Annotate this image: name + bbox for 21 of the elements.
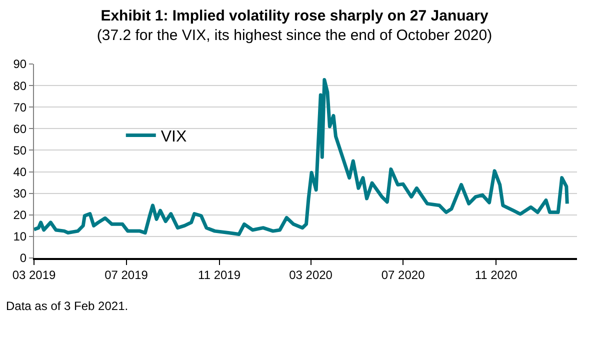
x-tick-label: 07 2020 — [381, 268, 426, 282]
y-tick-label: 70 — [13, 100, 27, 114]
x-tick-label: 03 2020 — [289, 268, 333, 282]
line-series — [34, 78, 569, 236]
x-tick-label: 11 2020 — [474, 268, 518, 282]
chart-title: Exhibit 1: Implied volatility rose sharply on 27 January — [100, 8, 489, 25]
legend-label: VIX — [160, 128, 187, 146]
y-tick-label: 80 — [13, 78, 27, 93]
x-tick-label: 11 2019 — [198, 268, 241, 282]
x-tick-label: 07 2019 — [104, 268, 148, 282]
y-tick-label: 90 — [13, 57, 27, 72]
text: Data as of 3 Feb 2021. — [6, 299, 128, 313]
x-tick-label: 03 2019 — [12, 268, 56, 282]
y-tick-label: 30 — [13, 186, 27, 201]
y-tick-label: 10 — [13, 230, 27, 244]
y-tick-label: 40 — [13, 164, 27, 179]
y-tick-label: 60 — [13, 122, 27, 136]
chart-subtitle: (37.2 for the VIX, its highest since the end of October 2020) — [96, 27, 492, 44]
y-tick-label: 20 — [13, 208, 27, 222]
y-tick-label: 50 — [13, 143, 27, 158]
y-tick-label: 0 — [20, 251, 27, 266]
